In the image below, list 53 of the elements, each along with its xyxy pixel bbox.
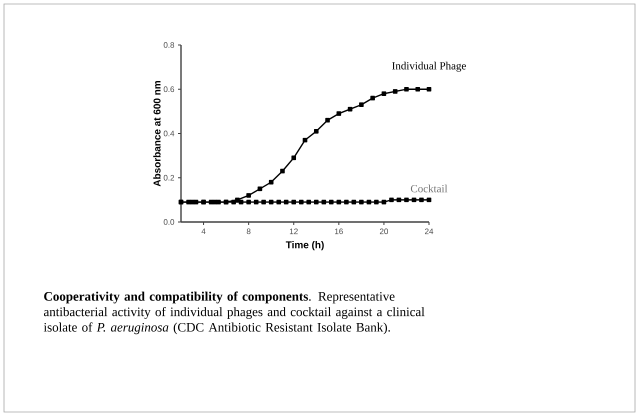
point xyxy=(374,200,379,204)
x-axis-title: Time (h) xyxy=(286,241,324,250)
point xyxy=(325,118,330,123)
point xyxy=(302,138,308,142)
point xyxy=(291,156,296,160)
point xyxy=(208,200,214,204)
point xyxy=(231,200,236,204)
point xyxy=(314,200,319,204)
point xyxy=(268,200,274,204)
point xyxy=(412,198,416,202)
point xyxy=(246,200,251,204)
point xyxy=(216,200,221,204)
point xyxy=(359,200,364,204)
point xyxy=(246,193,251,198)
point xyxy=(284,200,288,204)
y-axis-title: Absorbance at 600 nm xyxy=(153,80,161,186)
point xyxy=(314,128,319,134)
point xyxy=(336,200,342,204)
point xyxy=(306,200,312,204)
point xyxy=(370,96,375,100)
point xyxy=(328,200,334,204)
point xyxy=(389,198,394,202)
point xyxy=(348,106,352,112)
point xyxy=(426,86,432,92)
point xyxy=(280,168,285,174)
point xyxy=(359,102,364,108)
point xyxy=(382,91,386,96)
point xyxy=(366,200,372,204)
point xyxy=(426,198,432,202)
point xyxy=(254,200,258,204)
point xyxy=(404,198,409,202)
series-label: Cocktail xyxy=(410,184,448,192)
point xyxy=(238,200,244,204)
point xyxy=(268,180,274,184)
point xyxy=(396,198,402,202)
point xyxy=(382,200,386,204)
point xyxy=(352,200,356,204)
point xyxy=(258,186,262,192)
point xyxy=(186,200,191,204)
point xyxy=(322,200,326,204)
point xyxy=(336,111,342,116)
point xyxy=(261,200,266,204)
point xyxy=(392,89,398,94)
point xyxy=(344,200,349,204)
point xyxy=(404,86,409,92)
point xyxy=(276,200,282,204)
point xyxy=(298,200,304,204)
point xyxy=(419,198,424,202)
point xyxy=(194,200,198,204)
point xyxy=(291,200,296,204)
point xyxy=(415,86,420,92)
series-label: Individual Phage xyxy=(392,62,466,72)
text: Cooperativity and compatibility of components. Representative antibacterial activity of individual phages and cocktail against a clinical isolate of P. aeruginosa (CDC Antibiotic Resistant Isolate Bank). xyxy=(44,292,425,334)
